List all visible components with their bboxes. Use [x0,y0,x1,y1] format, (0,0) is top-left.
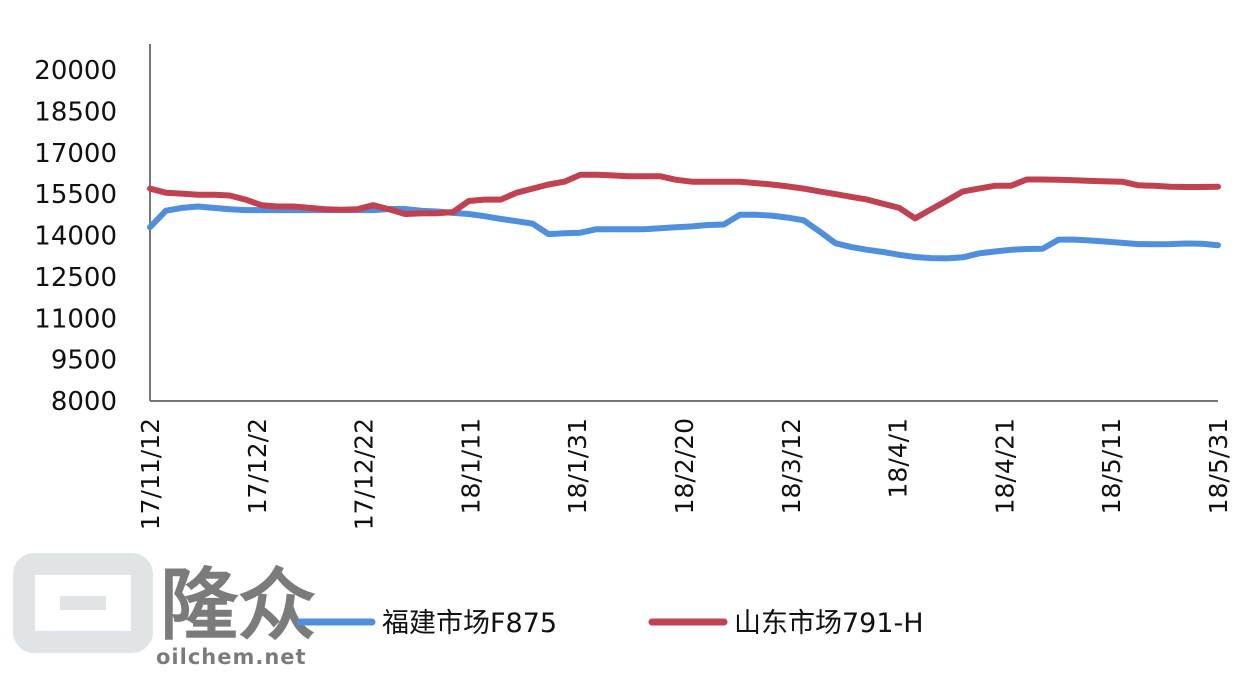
x-tick-label: 17/12/2 [243,418,272,514]
y-tick-label: 9500 [51,346,117,376]
series-lines [147,171,1221,262]
y-tick-label: 8000 [51,387,117,417]
watermark-url: oilchem.net [156,645,307,669]
series-line-fujian [147,203,1221,262]
x-tick-label: 18/1/31 [563,418,592,514]
x-tick-label: 18/3/12 [777,418,806,514]
x-tick-label: 18/4/21 [990,418,1019,514]
legend-label-shandong: 山东市场791-H [734,608,924,639]
y-tick-label: 15500 [34,180,117,210]
watermark-brand: 隆众 [160,561,316,651]
y-tick-label: 12500 [34,263,117,293]
x-tick-label: 18/2/20 [670,418,699,514]
legend-label-fujian: 福建市场F875 [382,608,557,639]
legend-item-shandong: 山东市场791-H [648,608,924,639]
legend-item-fujian: 福建市场F875 [296,608,557,639]
watermark-logo-mark-inner-icon [60,596,106,610]
y-tick-label: 18500 [34,97,117,127]
y-tick-label: 14000 [34,222,117,252]
y-tick-label: 11000 [34,304,117,334]
y-tick-label: 20000 [34,56,117,86]
y-tick-label: 17000 [34,139,117,169]
x-tick-label: 17/11/12 [136,418,165,530]
x-tick-label: 18/1/11 [456,418,485,514]
x-tick-label: 18/5/11 [1097,418,1126,514]
axes [149,44,1218,402]
watermark-logo: 隆众 oilchem.net [13,553,316,669]
x-tick-label: 17/12/22 [350,418,379,530]
x-tick-label: 18/5/31 [1204,418,1233,514]
watermark-logo-mark-icon [13,553,153,653]
series-line-shandong [147,171,1221,222]
y-ticks: 20000 18500 17000 15500 14000 12500 11000 9500 8… [34,56,117,417]
x-tick-label: 18/4/1 [884,418,913,498]
x-ticks: 17/11/12 17/12/2 17/12/22 18/1/11 18/1/31 18/… [136,418,1233,530]
legend: 福建市场F875 山东市场791-H [296,608,924,639]
